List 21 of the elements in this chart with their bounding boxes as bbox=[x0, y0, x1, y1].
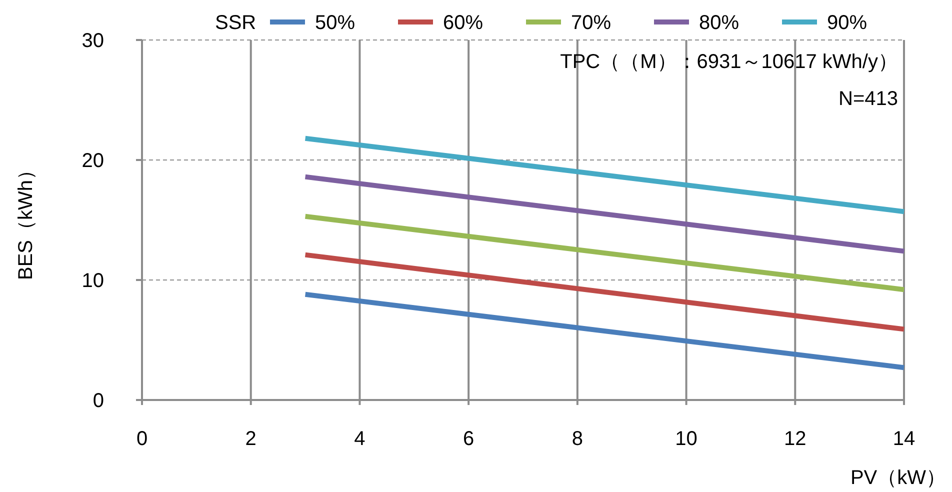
x-tick-label: 8 bbox=[572, 428, 583, 450]
legend-label: 70% bbox=[571, 12, 612, 34]
x-tick-label: 0 bbox=[136, 428, 148, 450]
legend-label: 60% bbox=[443, 12, 484, 34]
legend-label: 80% bbox=[699, 12, 740, 34]
y-tick-label: 30 bbox=[82, 30, 104, 52]
x-axis-title: PV（kW） bbox=[850, 467, 946, 489]
x-tick-label: 12 bbox=[784, 428, 806, 450]
legend-label: 90% bbox=[827, 12, 868, 34]
annotation: N=413 bbox=[838, 88, 898, 110]
y-axis-title: BES（kWh） bbox=[15, 160, 37, 280]
y-tick-label: 20 bbox=[82, 150, 104, 172]
x-tick-label: 10 bbox=[675, 428, 698, 450]
legend-title: SSR bbox=[215, 12, 256, 34]
x-tick-label: 14 bbox=[892, 428, 916, 450]
y-tick-label: 0 bbox=[92, 390, 104, 412]
x-tick-label: 2 bbox=[245, 428, 256, 450]
y-tick-label: 10 bbox=[82, 270, 104, 292]
x-tick-label: 6 bbox=[463, 428, 474, 450]
x-tick-label: 4 bbox=[354, 428, 366, 450]
legend-label: 50% bbox=[315, 12, 356, 34]
